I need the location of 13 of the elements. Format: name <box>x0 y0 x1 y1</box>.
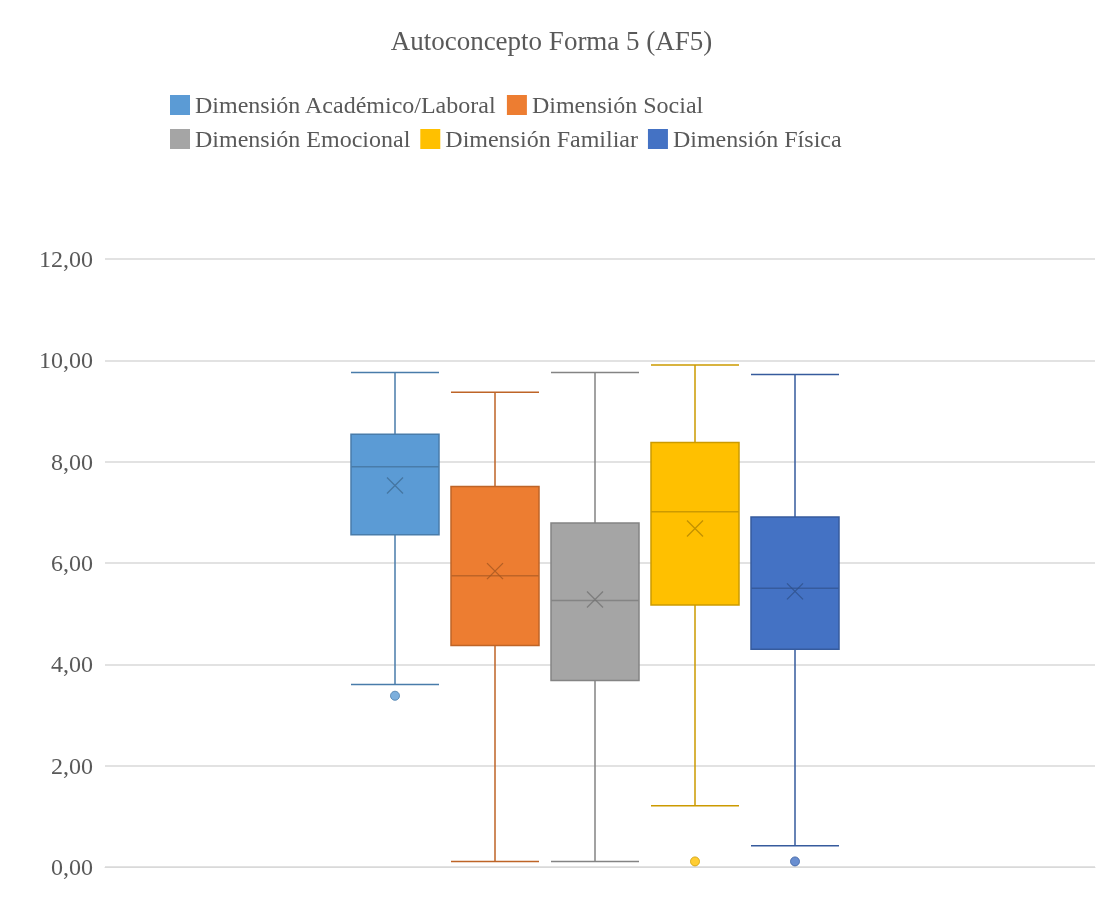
legend-label: Dimensión Familiar <box>445 126 638 152</box>
legend-label: Dimensión Social <box>531 92 704 118</box>
y-tick-label: 10,00 <box>39 347 93 374</box>
legend-label: Dimensión Académico/Laboral <box>195 92 496 118</box>
y-tick-label: 4,00 <box>51 651 93 678</box>
y-tick-label: 0,00 <box>51 854 93 880</box>
y-tick-label: 2,00 <box>51 752 93 779</box>
legend-label: Dimensión Emocional <box>195 126 411 152</box>
y-tick-label: 12,00 <box>39 246 93 272</box>
chart-title: Autoconcepto Forma 5 (AF5) <box>390 25 713 56</box>
y-tick-label: 6,00 <box>51 550 93 576</box>
y-tick-label: 8,00 <box>51 448 93 475</box>
legend-label: Dimensión Física <box>672 126 842 152</box>
